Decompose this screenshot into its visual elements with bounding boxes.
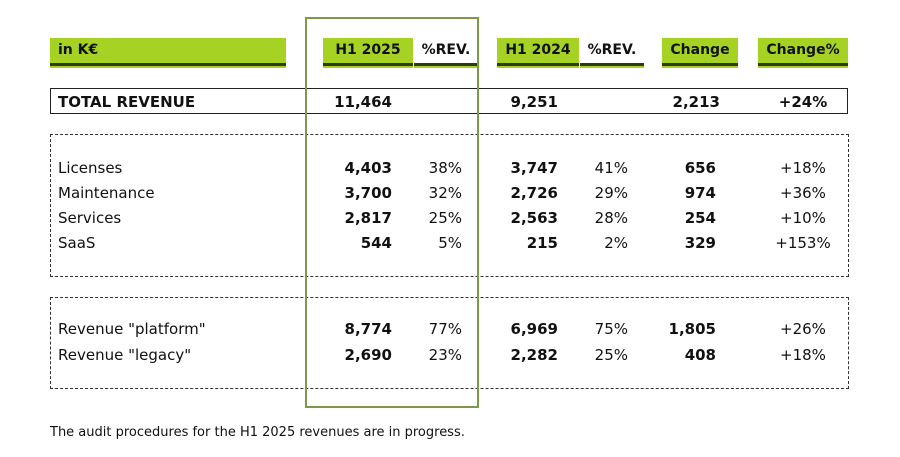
segment-h1-2024: 3,747 — [510, 159, 558, 177]
segment-change-pct: +10% — [780, 209, 826, 227]
segment-pct-2024: 41% — [594, 159, 628, 177]
segment-change-pct: +18% — [780, 159, 826, 177]
header-change-pct: Change% — [758, 38, 848, 66]
segment-pct-2025: 38% — [428, 159, 462, 177]
platform-change: 1,805 — [668, 320, 716, 338]
header-unit: in K€ — [50, 38, 286, 66]
header-h1-2025: H1 2025 — [323, 38, 413, 66]
header-underline — [323, 66, 413, 68]
platform-pct-2025: 23% — [428, 346, 462, 364]
segment-change: 254 — [684, 209, 716, 227]
total-h1-2025: 11,464 — [334, 93, 392, 111]
platform-change: 408 — [684, 346, 716, 364]
footnote: The audit procedures for the H1 2025 rev… — [50, 425, 465, 440]
h1-2025-highlight-frame — [305, 17, 479, 408]
header-rev-pct-2025: %REV. — [414, 38, 478, 66]
platform-box — [50, 297, 849, 389]
header-change-label: Change — [670, 42, 730, 58]
segment-label: Maintenance — [58, 184, 155, 202]
header-rev-pct-2025-label: %REV. — [421, 42, 471, 58]
total-change: 2,213 — [672, 93, 720, 111]
header-h1-2025-label: H1 2025 — [335, 42, 401, 58]
header-underline — [497, 66, 579, 68]
segments-box — [50, 134, 849, 277]
platform-label: Revenue "legacy" — [58, 346, 192, 364]
segment-pct-2024: 29% — [594, 184, 628, 202]
segment-h1-2024: 2,726 — [510, 184, 558, 202]
segment-label: Services — [58, 209, 122, 227]
platform-label: Revenue "platform" — [58, 320, 206, 338]
segment-label: Licenses — [58, 159, 123, 177]
platform-pct-2025: 77% — [428, 320, 462, 338]
platform-pct-2024: 25% — [594, 346, 628, 364]
segment-change: 656 — [684, 159, 716, 177]
segment-pct-2024: 2% — [604, 234, 628, 252]
segment-h1-2025: 2,817 — [344, 209, 392, 227]
header-unit-label: in K€ — [58, 42, 99, 58]
header-h1-2024-label: H1 2024 — [505, 42, 571, 58]
segment-pct-2025: 25% — [428, 209, 462, 227]
platform-h1-2024: 2,282 — [510, 346, 558, 364]
header-underline — [662, 66, 738, 68]
segment-h1-2025: 544 — [360, 234, 392, 252]
header-rev-pct-2024: %REV. — [580, 38, 644, 66]
segment-change-pct: +153% — [775, 234, 831, 252]
total-h1-2024: 9,251 — [510, 93, 558, 111]
header-h1-2024: H1 2024 — [497, 38, 579, 66]
segment-pct-2025: 5% — [438, 234, 462, 252]
platform-change-pct: +18% — [780, 346, 826, 364]
segment-change-pct: +36% — [780, 184, 826, 202]
segment-label: SaaS — [58, 234, 96, 252]
platform-h1-2025: 8,774 — [344, 320, 392, 338]
segment-change: 329 — [684, 234, 716, 252]
segment-h1-2025: 3,700 — [344, 184, 392, 202]
header-rev-pct-2024-label: %REV. — [587, 42, 637, 58]
segment-pct-2025: 32% — [428, 184, 462, 202]
header-underline — [580, 66, 644, 68]
segment-pct-2024: 28% — [594, 209, 628, 227]
platform-h1-2024: 6,969 — [510, 320, 558, 338]
total-revenue-label: TOTAL REVENUE — [58, 93, 196, 111]
platform-h1-2025: 2,690 — [344, 346, 392, 364]
platform-pct-2024: 75% — [594, 320, 628, 338]
platform-change-pct: +26% — [780, 320, 826, 338]
segment-h1-2024: 215 — [526, 234, 558, 252]
header-change-pct-label: Change% — [766, 42, 840, 58]
header-underline — [414, 66, 478, 68]
header-underline — [758, 66, 848, 68]
total-revenue-box — [50, 88, 848, 114]
segment-h1-2025: 4,403 — [344, 159, 392, 177]
segment-change: 974 — [684, 184, 716, 202]
segment-h1-2024: 2,563 — [510, 209, 558, 227]
header-change: Change — [662, 38, 738, 66]
header-underline — [50, 66, 286, 68]
total-change-pct: +24% — [778, 93, 828, 111]
